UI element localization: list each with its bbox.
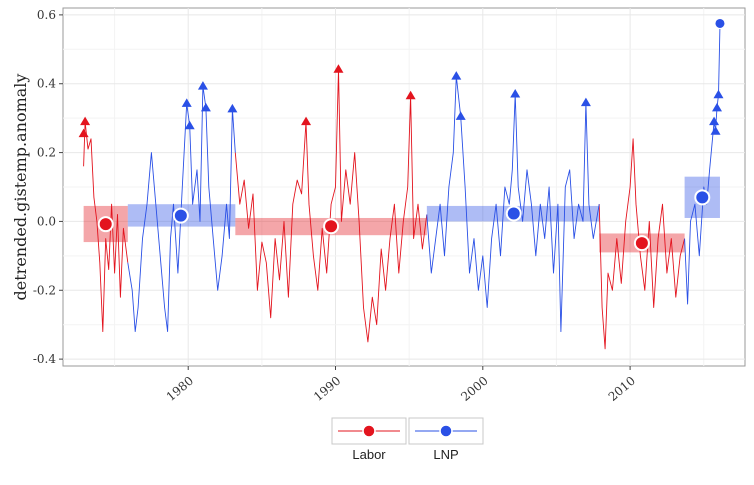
series-line-lnp [426, 75, 600, 333]
peak-marker [197, 81, 208, 90]
period-mean-point [97, 216, 114, 233]
peak-marker [405, 90, 416, 100]
peak-markers [78, 17, 726, 138]
peak-marker [80, 116, 91, 126]
y-axis-title: detrended.gistemp.anomaly [11, 74, 30, 301]
series-line-labor [234, 68, 428, 343]
peak-marker [710, 126, 721, 135]
y-tick-label: 0.0 [37, 214, 56, 228]
peak-marker [200, 102, 211, 112]
x-axis: 1980 1990 2000 2010 [164, 366, 638, 404]
legend-label: LNP [433, 447, 458, 462]
y-tick-label: -0.4 [33, 352, 57, 366]
peak-marker [580, 97, 591, 107]
series-line-labor [598, 138, 686, 350]
period-mean-point [505, 205, 522, 222]
series-line-labor [83, 121, 129, 333]
period-means [97, 189, 711, 252]
peak-marker [451, 71, 462, 80]
legend-point [439, 424, 453, 438]
peak-marker [184, 120, 195, 130]
peak-marker [455, 111, 466, 120]
peak-marker [510, 89, 521, 98]
x-tick-label: 2000 [458, 374, 490, 404]
legend-label: Labor [352, 447, 386, 462]
legend: Labor LNP [331, 417, 484, 462]
peak-marker [713, 89, 724, 99]
y-tick-label: 0.2 [37, 146, 56, 160]
period-mean-point [633, 235, 650, 252]
peak-marker [78, 128, 89, 138]
y-tick-label: 0.4 [37, 77, 56, 91]
peak-marker [227, 103, 238, 113]
x-tick-label: 1990 [311, 374, 343, 404]
series-lines [83, 23, 721, 350]
period-mean-point [172, 207, 189, 224]
peak-marker [709, 116, 720, 126]
y-tick-label: -0.2 [33, 283, 56, 297]
peak-marker [301, 116, 312, 126]
peak-marker [181, 98, 192, 107]
period-mean-point [694, 189, 711, 206]
series-line-lnp [127, 85, 236, 333]
x-tick-label: 2010 [606, 374, 638, 404]
peak-point [714, 17, 726, 29]
y-tick-label: 0.6 [37, 8, 56, 22]
y-axis: -0.4 -0.2 0.0 0.2 0.4 0.6 [33, 8, 63, 366]
x-tick-label: 1980 [164, 374, 196, 404]
peak-marker [333, 64, 344, 73]
period-mean-point [323, 218, 340, 235]
legend-point [362, 424, 376, 438]
peak-marker [712, 102, 723, 112]
